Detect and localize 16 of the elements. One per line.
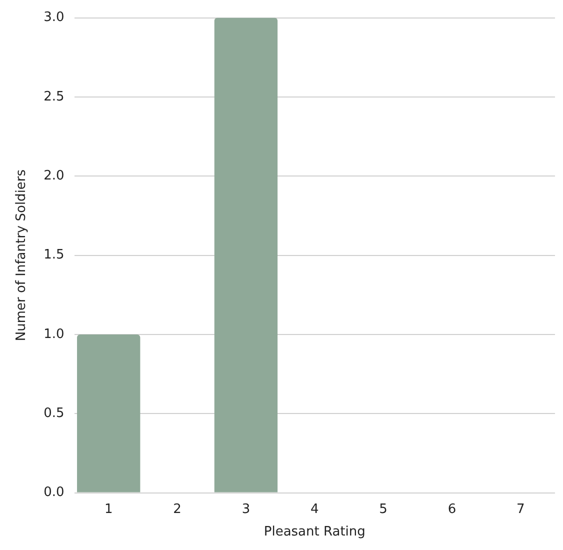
y-axis-title: Numer of Infantry Soldiers [14, 169, 30, 342]
x-tick-label: 7 [516, 502, 525, 517]
y-tick-label: 2.5 [44, 89, 64, 104]
x-axis-title: Pleasant Rating [264, 524, 366, 540]
y-tick-label: 1.5 [44, 248, 64, 263]
x-tick-label: 5 [379, 502, 388, 517]
y-tick-label: 3.0 [44, 10, 64, 26]
y-tick-label: 1.0 [44, 326, 64, 342]
x-tick-label: 1 [104, 502, 113, 517]
y-tick-label: 2.0 [44, 168, 64, 184]
x-tick-label: 4 [310, 502, 319, 517]
x-tick-label: 2 [173, 502, 182, 517]
y-tick-label: 0.5 [44, 406, 64, 422]
x-tick-label: 6 [448, 502, 456, 517]
x-tick-label: 3 [242, 502, 250, 517]
y-tick-label: 0.0 [44, 485, 64, 500]
